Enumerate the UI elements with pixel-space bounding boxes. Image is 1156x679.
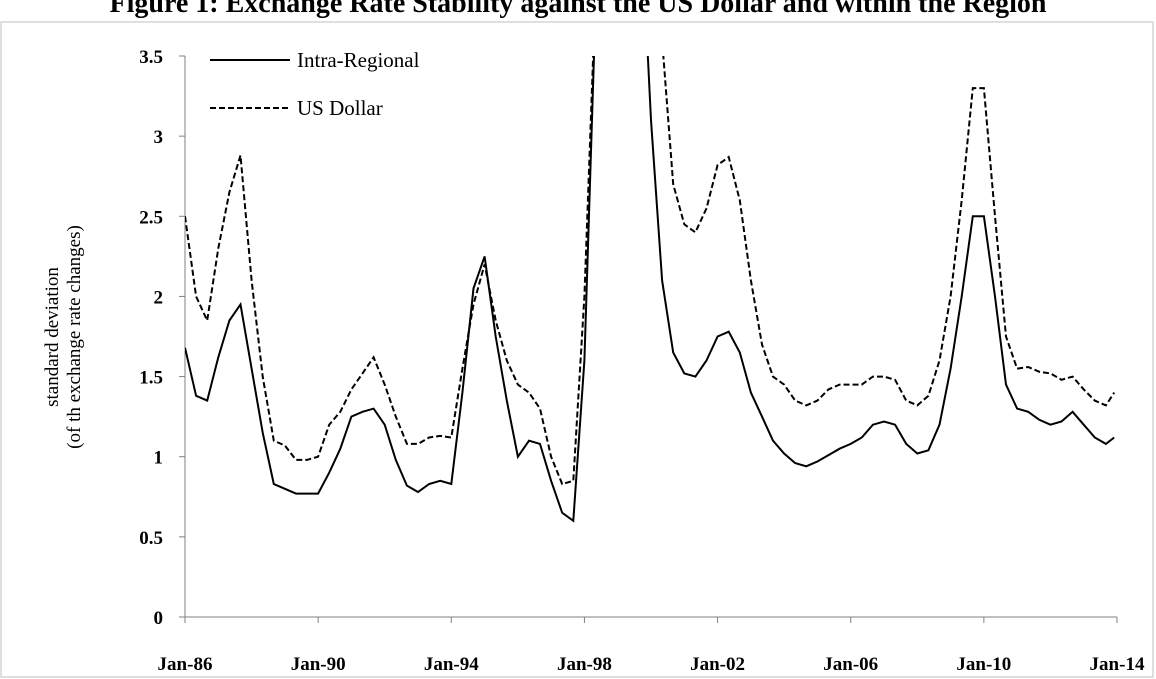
y-tick-label: 3 — [154, 127, 164, 148]
y-tick-label: 3.5 — [139, 47, 163, 68]
line-series — [185, 56, 1115, 523]
y-tick-label: 0 — [154, 608, 164, 629]
y-tick-label: 0.5 — [139, 528, 163, 549]
line-series — [185, 56, 1116, 486]
plot-area — [185, 56, 1116, 523]
x-tick-label: Jan-14 — [1090, 654, 1145, 675]
x-tick-label: Jan-86 — [158, 654, 213, 675]
x-tick-label: Jan-06 — [823, 654, 878, 675]
legend-label: Intra-Regional — [297, 48, 420, 72]
x-tick-label: Jan-98 — [557, 654, 612, 675]
y-tick-label: 1.5 — [139, 368, 163, 389]
x-tick-label: Jan-10 — [956, 654, 1011, 675]
y-tick-label: 2 — [154, 287, 164, 308]
x-tick-label: Jan-90 — [291, 654, 346, 675]
y-tick-label: 2.5 — [139, 207, 163, 228]
chart-title: Figure 1: Exchange Rate Stability agains… — [109, 0, 1046, 19]
chart-border — [0, 21, 1154, 678]
y-axis-label: standard deviation — [42, 267, 63, 407]
y-axis-label: (of th exchange rate changes) — [64, 225, 85, 449]
legend-label: US Dollar — [297, 96, 383, 120]
x-tick-label: Jan-02 — [690, 654, 745, 675]
y-tick-label: 1 — [154, 448, 164, 469]
x-tick-label: Jan-94 — [424, 654, 479, 675]
